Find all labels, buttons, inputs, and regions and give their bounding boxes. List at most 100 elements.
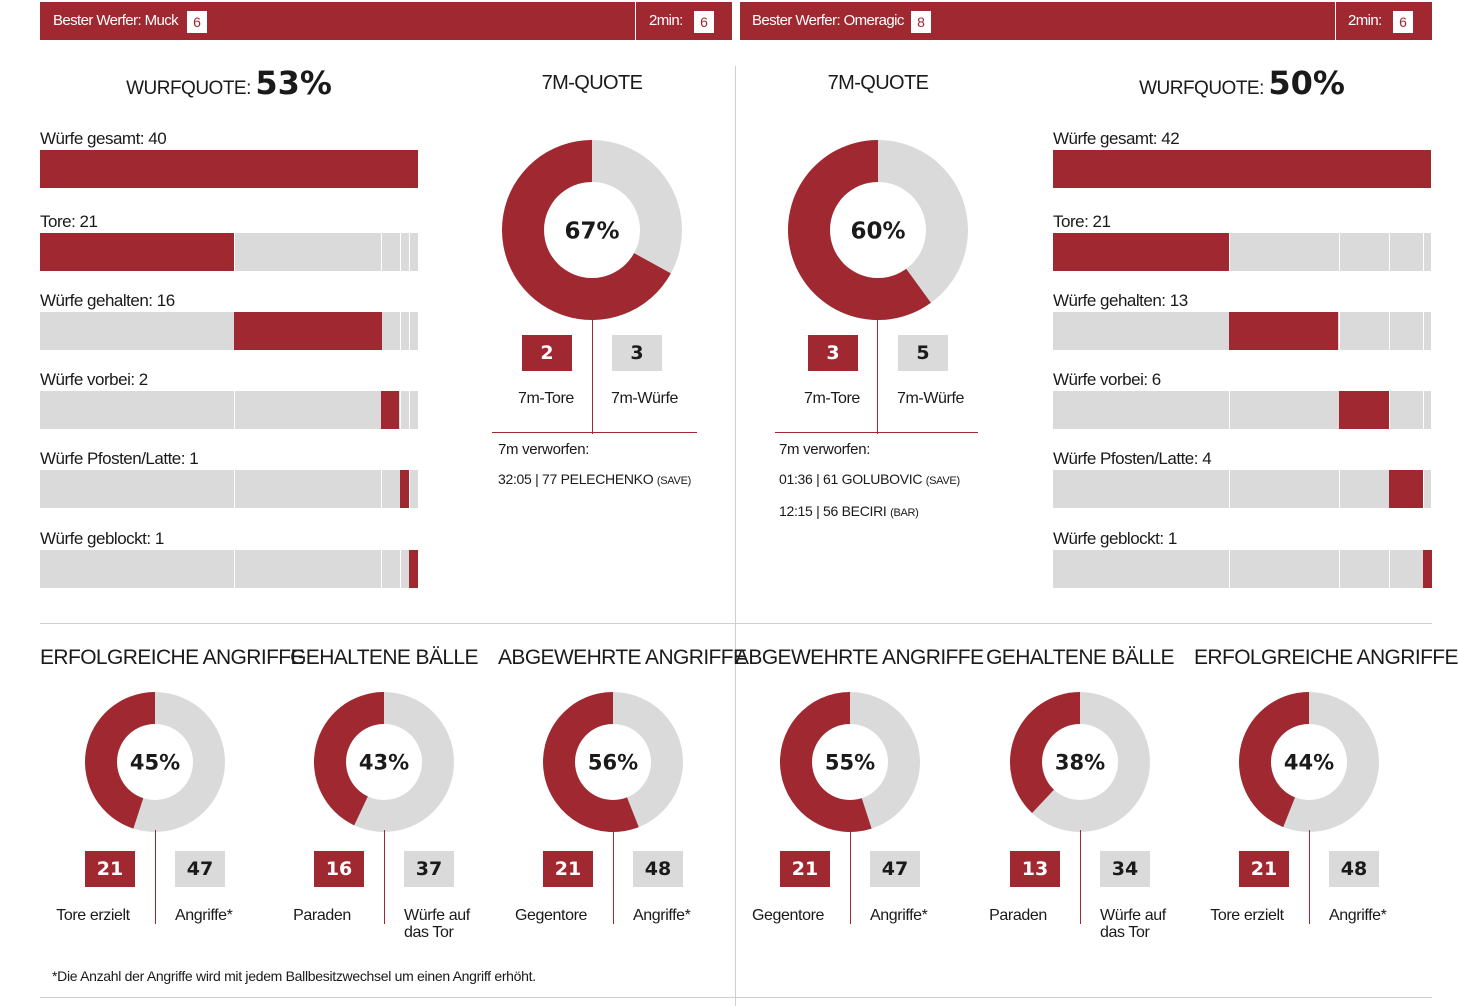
bar-segment-sep xyxy=(1229,391,1230,429)
group-value-b: 37 xyxy=(404,851,454,887)
group-label-b: Angriffe* xyxy=(1329,907,1387,924)
donut-label: 45% xyxy=(130,751,180,775)
wurfquote-label: WURFQUOTE: xyxy=(126,78,251,99)
bar-fill xyxy=(400,470,409,508)
donut-label: 56% xyxy=(588,751,638,775)
bar-segment-sep xyxy=(1339,470,1340,508)
group-vline xyxy=(384,830,385,924)
wurfquote-right: WURFQUOTE: 50% xyxy=(1053,64,1431,102)
group-label-a: Gegentore xyxy=(751,907,824,924)
group-vline xyxy=(1309,830,1310,924)
seven-m-vline xyxy=(877,316,878,434)
seven-m-shots-label: 7m-Würfe xyxy=(611,390,679,407)
bar-segment-sep xyxy=(234,550,235,588)
missed-text: 32:05 | 77 PELECHENKO xyxy=(498,471,654,487)
missed-text: 12:15 | 56 BECIRI xyxy=(779,503,887,519)
bar-label: Würfe vorbei: 6 xyxy=(1053,370,1161,389)
bar-label: Würfe Pfosten/Latte: 1 xyxy=(40,449,199,468)
bar-segment-sep xyxy=(1229,233,1230,271)
section-divider xyxy=(40,623,1432,624)
seven-m-missed-title: 7m verworfen: xyxy=(498,441,590,458)
wurfquote-value: 50% xyxy=(1268,64,1345,102)
bar-segment-sep xyxy=(409,312,410,350)
bar-segment-sep xyxy=(1229,550,1230,588)
seven-m-donut-left: 67% xyxy=(502,140,682,325)
seven-m-goals-value: 3 xyxy=(808,335,858,371)
donut-chart: 43% xyxy=(314,692,454,832)
seven-m-vline xyxy=(592,316,593,434)
bar-segment-sep xyxy=(234,391,235,429)
twomin-label: 2min: xyxy=(649,12,683,29)
bar-track xyxy=(1053,550,1432,588)
bar-fill xyxy=(1053,150,1431,188)
group-value-a: 21 xyxy=(780,851,830,887)
bar-segment-sep xyxy=(1339,550,1340,588)
bar-fill xyxy=(1053,233,1229,271)
header-divider xyxy=(635,2,636,40)
bar-segment-sep xyxy=(409,233,410,271)
seven-m-shots-value: 5 xyxy=(898,335,948,371)
bar-track xyxy=(40,233,418,271)
group-value-a: 16 xyxy=(314,851,364,887)
group-label-b: Angriffe* xyxy=(633,907,691,924)
header-right: Bester Werfer: Omeragic 8 2min: 6 xyxy=(740,2,1432,40)
group-value-a: 21 xyxy=(543,851,593,887)
donut-chart: 38% xyxy=(1010,692,1150,832)
header-left: Bester Werfer: Muck 6 2min: 6 xyxy=(40,2,732,40)
group-label-b: Angriffe* xyxy=(175,907,233,924)
group-donut: 45% xyxy=(84,692,225,837)
seven-m-shots-value: 3 xyxy=(612,335,662,371)
bar-segment-sep xyxy=(1229,470,1230,508)
seven-m-goals-value: 2 xyxy=(522,335,572,371)
bar-segment-sep xyxy=(381,470,382,508)
group-vline xyxy=(1080,830,1081,924)
group-value-a: 21 xyxy=(85,851,135,887)
best-scorer-value: 6 xyxy=(187,11,207,33)
bar-segment-sep xyxy=(1423,391,1424,429)
group-value-b: 34 xyxy=(1100,851,1150,887)
bar-track xyxy=(40,312,418,350)
group-vline xyxy=(613,830,614,924)
bar-track xyxy=(40,550,418,588)
bar-track xyxy=(1053,391,1431,429)
donut-label: 38% xyxy=(1055,751,1105,775)
group-label-a: Gegentore xyxy=(514,907,587,924)
bar-label: Würfe vorbei: 2 xyxy=(40,370,148,389)
seven-m-hline xyxy=(775,432,978,433)
seven-m-shots-label: 7m-Würfe xyxy=(897,390,965,407)
donut-label: 44% xyxy=(1284,751,1334,775)
bar-label: Würfe geblockt: 1 xyxy=(40,529,164,548)
bar-label: Tore: 21 xyxy=(1053,212,1111,231)
donut-chart: 44% xyxy=(1239,692,1379,832)
seven-m-hline xyxy=(492,432,697,433)
bar-fill xyxy=(409,550,418,588)
bar-segment-sep xyxy=(381,233,382,271)
bar-track xyxy=(40,391,418,429)
bar-label: Würfe geblockt: 1 xyxy=(1053,529,1177,548)
bar-fill xyxy=(1423,550,1432,588)
group-donut: 55% xyxy=(780,692,920,837)
donut-chart: 56% xyxy=(543,692,683,832)
twomin-value: 6 xyxy=(694,11,714,33)
group-title: ERFOLGREICHE ANGRIFFE xyxy=(40,646,305,669)
bar-fill xyxy=(1229,312,1338,350)
bar-track xyxy=(40,470,418,508)
twomin-value: 6 xyxy=(1393,11,1413,33)
bar-segment-sep xyxy=(1389,233,1390,271)
group-value-b: 48 xyxy=(633,851,683,887)
bar-track xyxy=(1053,312,1431,350)
bar-segment-sep xyxy=(400,391,401,429)
bar-segment-sep xyxy=(409,391,410,429)
bar-segment-sep xyxy=(1423,233,1424,271)
bar-label: Würfe gehalten: 16 xyxy=(40,291,175,310)
bar-segment-sep xyxy=(1389,312,1390,350)
missed-tag: (BAR) xyxy=(890,507,919,519)
donut-chart: 45% xyxy=(84,692,225,832)
group-label-a: Tore erzielt xyxy=(1210,907,1284,924)
donut-hole xyxy=(1271,724,1347,800)
group-value-b: 47 xyxy=(870,851,920,887)
seven-m-goals-label: 7m-Tore xyxy=(804,390,860,407)
donut-chart: 60% xyxy=(788,140,968,320)
bar-segment-sep xyxy=(1423,470,1424,508)
donut-hole xyxy=(117,724,193,800)
